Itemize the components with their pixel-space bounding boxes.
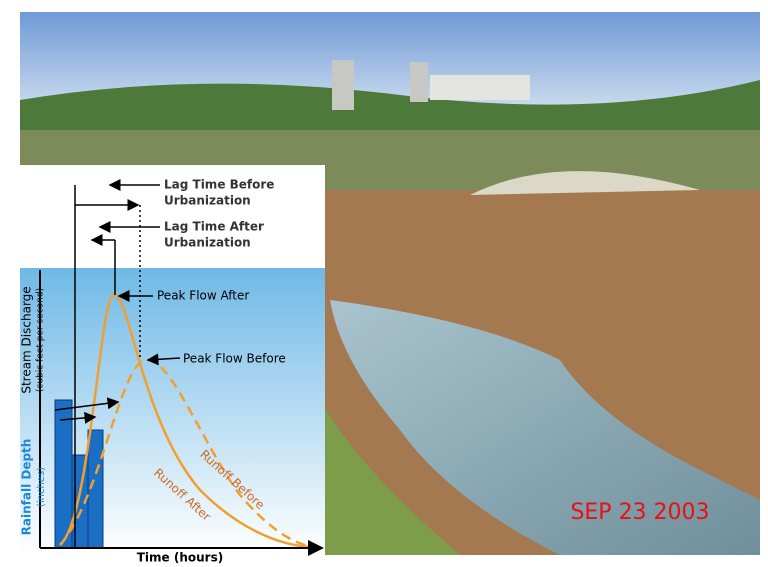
pointer <box>146 353 181 366</box>
rain-bar <box>54 399 73 549</box>
silo <box>332 60 354 110</box>
rain-label: (inches) <box>36 467 47 507</box>
y-label: Stream Discharge <box>20 286 34 393</box>
label: Peak Flow Before <box>183 352 286 366</box>
pointer <box>59 411 97 424</box>
label: Lag Time After <box>164 220 264 234</box>
runoff-after-curve <box>59 293 311 549</box>
date-stamp: SEP 23 2003 <box>570 500 709 525</box>
silo <box>410 62 428 102</box>
label: Lag Time Before <box>164 178 274 192</box>
stream <box>330 300 760 555</box>
rock-pile <box>470 171 700 195</box>
grass-bank <box>320 400 460 555</box>
y-label: (cubic feet per second) <box>36 288 46 392</box>
rain-label: Rainfall Depth <box>20 439 34 536</box>
hydrograph: Lag Time Before Urbanization Lag Time Af… <box>20 165 325 565</box>
runoff-before-curve <box>59 358 316 549</box>
barn <box>430 75 530 100</box>
label: Urbanization <box>164 236 251 250</box>
trees <box>20 80 760 140</box>
label: Peak Flow After <box>157 289 249 303</box>
panel-top <box>20 165 325 270</box>
label: Urbanization <box>164 194 251 208</box>
pointer <box>54 397 120 411</box>
x-label: Time (hours) <box>137 551 223 565</box>
